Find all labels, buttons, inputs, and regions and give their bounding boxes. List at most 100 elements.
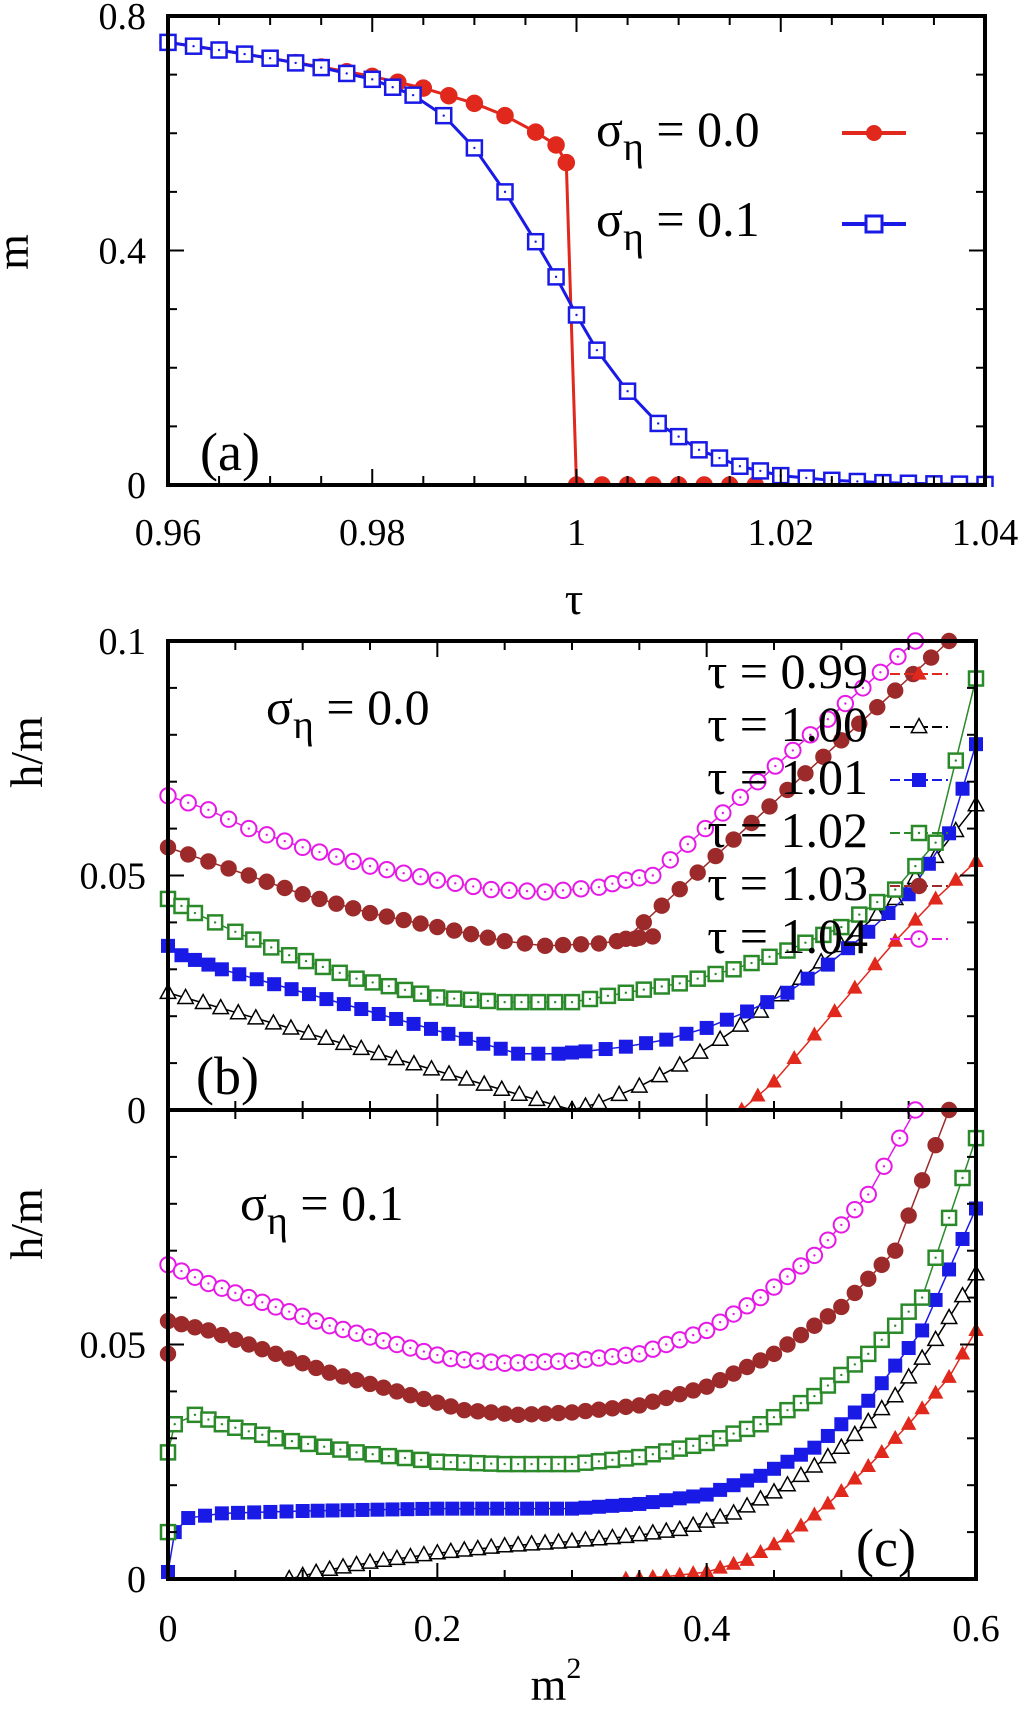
panel-c-series-5-point-34-dot bbox=[624, 1354, 628, 1357]
panel-c-series-5-point-53-dot bbox=[882, 1165, 886, 1168]
panel-b-series-4-point-32 bbox=[671, 880, 688, 898]
panel-b-series-3-point-35-dot bbox=[768, 955, 771, 958]
panel-c-ticks: 0 0.2 0.4 0.6 0 0.05 bbox=[80, 1109, 1000, 1650]
panel-c-series-1-point-40 bbox=[818, 1447, 837, 1464]
panel-c-series-3-point-13-dot bbox=[339, 1448, 342, 1451]
panel-b-series-3-point-1-dot bbox=[180, 904, 183, 908]
panel-c-series-4-point-16 bbox=[361, 1375, 379, 1393]
panel-b-series-2-point-34 bbox=[760, 995, 775, 1010]
panel-c-series-5-point-26-dot bbox=[516, 1361, 520, 1364]
panel-b-series-3-point-43-dot bbox=[914, 864, 917, 868]
panel-c-series-1-point-49 bbox=[940, 1307, 959, 1325]
panel-c-series-1-point-50 bbox=[953, 1286, 972, 1303]
panel-b-series-3-point-45-dot bbox=[954, 759, 957, 762]
panel-b-series-4-point-44 bbox=[887, 682, 904, 699]
panel-b-series-2-point-29 bbox=[659, 1032, 674, 1047]
panel-c-series-1-point-14 bbox=[468, 1539, 487, 1556]
panel-c-series-2-point-54 bbox=[928, 1292, 943, 1307]
panel-c-series-2-point-43 bbox=[780, 1454, 795, 1469]
panel-b-series-2-point-3 bbox=[201, 957, 216, 972]
panel-b-series-3-point-17-dot bbox=[452, 997, 456, 1000]
panel-a-legend-marker-1 bbox=[864, 214, 884, 234]
panel-c-series-3-point-31-dot bbox=[597, 1460, 601, 1463]
panel-a-series-0-point-12 bbox=[465, 94, 484, 113]
panel-c-series-2-point-49 bbox=[861, 1393, 876, 1408]
panel-a-series-1-point-28-dot bbox=[856, 480, 859, 483]
panel-b-series-2-point-10 bbox=[319, 992, 334, 1007]
panel-b-series-5-point-42-dot bbox=[896, 655, 900, 658]
panel-c-series-3-point-20-dot bbox=[449, 1461, 452, 1464]
panel-b-series-5-point-22-dot bbox=[561, 889, 565, 892]
panel-b-series-1-point-6 bbox=[264, 1013, 283, 1030]
panel-c-series-5-point-43-dot bbox=[745, 1304, 749, 1308]
panel-b-series-3-point-30-dot bbox=[678, 982, 681, 985]
panel-b-series-4-point-23 bbox=[572, 936, 590, 953]
panel-c-series-3-point-24-dot bbox=[503, 1462, 506, 1466]
panel-c-series-3-point-22-dot bbox=[476, 1461, 479, 1465]
panel-b-series-1-point-9 bbox=[317, 1028, 336, 1045]
panel-b-series-2-point-36 bbox=[800, 971, 815, 986]
panel-c-series-3-point-44-dot bbox=[772, 1415, 776, 1419]
panel-b-series-1-point-29 bbox=[670, 1055, 689, 1072]
panel-c-series-4-point-45 bbox=[752, 1352, 769, 1369]
panel-c-series-4-point-48 bbox=[792, 1326, 810, 1344]
panel-c-series-3-point-19-dot bbox=[436, 1460, 439, 1463]
panel-b-series-4-point-13 bbox=[395, 911, 412, 929]
panel-a-series-1-point-6-dot bbox=[319, 66, 323, 69]
panel-b-series-3-point-33-dot bbox=[732, 968, 735, 971]
panel-c-series-3-point-21-dot bbox=[463, 1461, 466, 1464]
panel-c-series-3-point-9-dot bbox=[274, 1437, 277, 1440]
panel-c-series-5-point-52-dot bbox=[867, 1193, 870, 1196]
panel-c-series-1-point-38 bbox=[791, 1465, 810, 1483]
panel-c-series-0-point-19 bbox=[874, 1443, 890, 1458]
panel-c-series-3-point-51-dot bbox=[867, 1352, 870, 1356]
panel-c-plot-area bbox=[159, 1101, 985, 1581]
panel-b-legend-label-0: τ = 0.99 bbox=[707, 643, 868, 699]
panel-c-series-5-point-42-dot bbox=[732, 1312, 735, 1316]
panel-c-series-3-point-42-dot bbox=[745, 1427, 749, 1431]
panel-b-series-3-point-24-dot bbox=[570, 1000, 574, 1004]
panel-c-series-1-point-35 bbox=[751, 1489, 770, 1506]
panel-c-series-2-point-40 bbox=[740, 1473, 755, 1488]
panel-c-series-3-point-30-dot bbox=[584, 1461, 587, 1464]
panel-b-series-1-point-16 bbox=[440, 1064, 459, 1081]
panel-b-series-2-point-12 bbox=[354, 1002, 369, 1017]
panel-b-series-3-point-7-dot bbox=[288, 954, 291, 957]
panel-b-series-5-point-5-dot bbox=[265, 833, 268, 837]
panel-a-legend-label-0: ση = 0.0 bbox=[596, 101, 760, 169]
panel-b-series-5-point-32-dot bbox=[721, 811, 725, 815]
panel-c-series-1-point-4 bbox=[334, 1557, 353, 1574]
panel-c-series-3-point-8-dot bbox=[261, 1433, 264, 1436]
panel-c-series-1-point-7 bbox=[374, 1550, 393, 1568]
panel-c-series-4-point-51 bbox=[833, 1298, 850, 1316]
panel-c-series-4-point-3 bbox=[186, 1319, 204, 1336]
panel-c-series-1-point-21 bbox=[563, 1531, 581, 1548]
panel-b-series-1-point-26 bbox=[610, 1084, 629, 1102]
panel-b-series-1-point-2 bbox=[194, 992, 213, 1010]
panel-c-series-3-point-16-dot bbox=[387, 1454, 391, 1458]
panel-b-series-1-point-17 bbox=[457, 1069, 476, 1086]
panel-a-xtick-label-4: 1.04 bbox=[952, 512, 1019, 554]
panel-c-series-2-point-10 bbox=[310, 1503, 325, 1518]
panel-b-series-4-point-22 bbox=[554, 936, 572, 954]
panel-c-series-5-point-24-dot bbox=[490, 1360, 493, 1364]
panel-c-series-4-point-41 bbox=[698, 1378, 715, 1395]
panel-c-series-5-point-54-dot bbox=[898, 1136, 901, 1140]
panel-c-series-1-point-28 bbox=[657, 1521, 676, 1538]
panel-c-series-5-point-36-dot bbox=[651, 1347, 654, 1351]
panel-c-series-2-point-2 bbox=[181, 1511, 196, 1526]
panel-a-ytick-label-0: 0 bbox=[127, 465, 146, 507]
panel-b-series-5-point-2-dot bbox=[207, 808, 210, 812]
panel-c-series-2-point-56 bbox=[955, 1231, 970, 1246]
panel-c-series-3-point-6-dot bbox=[234, 1426, 237, 1429]
panel-b-series-2-point-19 bbox=[476, 1036, 491, 1051]
panel-c-ylabel: h/m bbox=[1, 1188, 52, 1260]
panel-b-series-1-point-4 bbox=[229, 1003, 248, 1020]
panel-a-ytick-label-2: 0.8 bbox=[99, 0, 147, 38]
panel-c-series-5-point-18-dot bbox=[409, 1346, 412, 1350]
panel-a-series-1-point-4-dot bbox=[268, 57, 272, 60]
panel-b-series-3-point-42-dot bbox=[894, 888, 897, 891]
panel-b-plot-area bbox=[159, 632, 985, 1112]
panel-c-series-5-point-30-dot bbox=[570, 1359, 574, 1363]
panel-c-series-4-point-47 bbox=[779, 1336, 796, 1353]
